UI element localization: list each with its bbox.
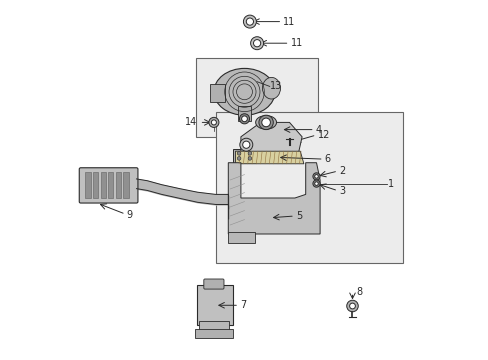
FancyBboxPatch shape	[209, 84, 225, 102]
Text: 12: 12	[317, 130, 329, 140]
Ellipse shape	[255, 116, 276, 129]
Circle shape	[258, 115, 273, 130]
FancyBboxPatch shape	[237, 106, 251, 121]
Circle shape	[261, 118, 270, 127]
Circle shape	[211, 120, 216, 125]
FancyBboxPatch shape	[101, 172, 106, 198]
Text: 3: 3	[339, 186, 345, 196]
FancyBboxPatch shape	[85, 172, 91, 198]
FancyBboxPatch shape	[203, 279, 224, 289]
Circle shape	[253, 40, 260, 47]
Text: 5: 5	[295, 211, 302, 221]
Circle shape	[208, 117, 219, 127]
Circle shape	[237, 152, 241, 155]
Circle shape	[241, 116, 247, 122]
FancyBboxPatch shape	[195, 329, 232, 338]
Circle shape	[239, 138, 252, 151]
Circle shape	[314, 175, 318, 178]
Text: 11: 11	[283, 17, 295, 27]
FancyBboxPatch shape	[196, 58, 318, 137]
FancyBboxPatch shape	[93, 172, 98, 198]
FancyBboxPatch shape	[199, 321, 228, 332]
Text: 8: 8	[356, 287, 362, 297]
Polygon shape	[235, 151, 303, 164]
Circle shape	[312, 173, 320, 180]
FancyBboxPatch shape	[108, 172, 113, 198]
Ellipse shape	[213, 68, 275, 115]
FancyBboxPatch shape	[123, 172, 128, 198]
Circle shape	[239, 114, 249, 124]
Circle shape	[346, 300, 358, 312]
FancyBboxPatch shape	[79, 168, 138, 203]
FancyBboxPatch shape	[115, 172, 121, 198]
Polygon shape	[228, 163, 320, 234]
Circle shape	[312, 180, 320, 187]
Text: 2: 2	[339, 166, 345, 176]
Text: 13: 13	[270, 81, 282, 91]
Circle shape	[250, 37, 263, 50]
Circle shape	[247, 152, 251, 155]
Circle shape	[242, 141, 249, 148]
Text: 14: 14	[185, 117, 197, 127]
Polygon shape	[241, 122, 302, 153]
Circle shape	[314, 182, 318, 185]
Circle shape	[246, 18, 253, 25]
Text: 10: 10	[281, 151, 293, 161]
Text: 7: 7	[240, 300, 246, 310]
FancyBboxPatch shape	[197, 285, 232, 325]
Circle shape	[237, 157, 241, 160]
FancyBboxPatch shape	[233, 149, 255, 163]
Text: 9: 9	[126, 210, 133, 220]
Text: 4: 4	[315, 125, 321, 135]
Circle shape	[243, 15, 256, 28]
Circle shape	[247, 157, 251, 160]
FancyBboxPatch shape	[215, 112, 402, 263]
FancyBboxPatch shape	[227, 232, 254, 243]
Circle shape	[349, 303, 355, 309]
Text: 1: 1	[387, 179, 393, 189]
Ellipse shape	[262, 77, 280, 99]
Text: 11: 11	[281, 140, 293, 150]
Text: 11: 11	[290, 38, 302, 48]
Text: 6: 6	[324, 154, 330, 164]
